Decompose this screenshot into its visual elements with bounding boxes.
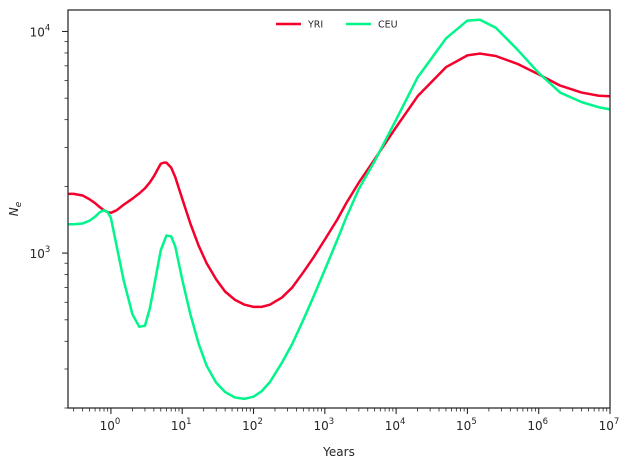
x-tick-label: 103 xyxy=(313,417,334,433)
series-layer xyxy=(68,18,610,401)
x-tick-label: 102 xyxy=(242,417,263,433)
x-tick-label: 107 xyxy=(599,417,620,433)
legend-item-ceu: CEU xyxy=(346,20,398,31)
legend-label: YRI xyxy=(307,20,323,31)
y-axis-label-subscript: e xyxy=(14,201,24,207)
legend-item-yri: YRI xyxy=(276,20,323,31)
series-line-ceu xyxy=(68,18,610,401)
y-tick-label: 103 xyxy=(30,245,51,261)
x-tick-label: 105 xyxy=(456,417,477,433)
ticks-layer: 100 101 102 103 104 105 106 107 103 104 xyxy=(30,23,620,433)
plot-frame xyxy=(67,9,611,409)
series-line-yri xyxy=(68,52,610,309)
y-tick-label: 104 xyxy=(30,23,51,39)
legend-label: CEU xyxy=(378,20,398,31)
y-axis-label: Ne xyxy=(7,201,24,216)
x-tick-label: 101 xyxy=(171,417,192,433)
legend: YRI CEU xyxy=(276,20,398,31)
x-axis-label: Years xyxy=(322,445,355,459)
x-tick-label: 100 xyxy=(100,417,121,433)
x-tick-label: 106 xyxy=(527,417,548,433)
x-tick-label: 104 xyxy=(385,417,406,433)
